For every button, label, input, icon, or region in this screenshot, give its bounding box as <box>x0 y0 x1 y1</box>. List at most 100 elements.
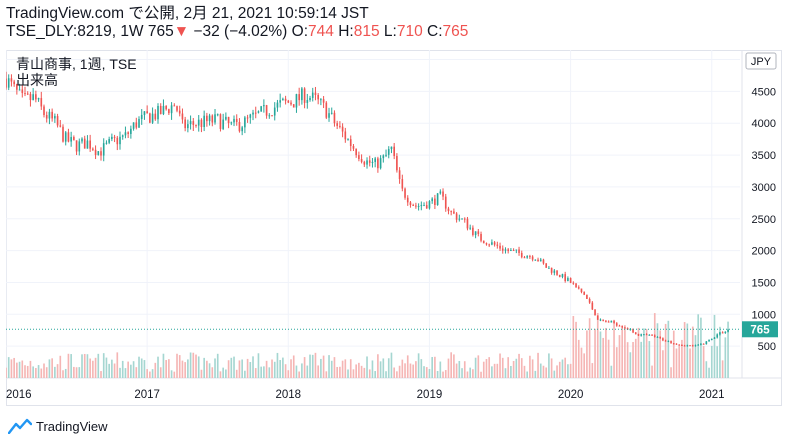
candle-body <box>708 339 710 342</box>
price-chart[interactable]: 500100015002000250030003500400045005000J… <box>5 50 782 406</box>
volume-bar <box>143 360 146 378</box>
candle-body <box>216 114 219 116</box>
candle-body <box>51 111 53 119</box>
candle-body <box>366 160 368 165</box>
candle-body <box>415 205 417 207</box>
volume-bar <box>564 357 567 378</box>
candle-body <box>553 270 556 273</box>
candle-body <box>132 122 135 129</box>
volume-bar <box>501 357 504 378</box>
candle-body <box>472 227 474 235</box>
ohlc-summary: TSE_DLY:8219, 1W 765▼ −32 (−4.02%) O:744… <box>6 23 468 41</box>
volume-bar <box>317 365 319 378</box>
candle-body <box>512 250 515 252</box>
volume-bar <box>127 361 129 378</box>
brand-name: TradingView <box>36 418 108 434</box>
volume-bar <box>651 365 653 378</box>
candle-body <box>428 201 431 209</box>
volume-bar <box>548 353 550 378</box>
volume-bar <box>157 356 159 378</box>
candle-body <box>463 218 466 220</box>
volume-bar <box>453 354 455 378</box>
y-tick-label: 500 <box>758 341 776 353</box>
volume-bar <box>708 367 710 378</box>
volume-bar <box>29 360 32 378</box>
candle-body <box>624 327 626 329</box>
volume-bar <box>314 352 317 378</box>
volume-bar <box>121 360 124 378</box>
volume-bar <box>260 366 262 378</box>
footer-brand[interactable]: TradingView <box>8 416 108 436</box>
candle-body <box>417 206 420 208</box>
volume-bar <box>132 361 135 378</box>
candle-body <box>222 119 224 129</box>
volume-bar <box>727 321 729 378</box>
high-label: H: <box>338 23 354 40</box>
candle-body <box>558 274 561 277</box>
candle-body <box>330 112 333 114</box>
volume-bar <box>371 360 374 378</box>
candle-body <box>368 160 371 163</box>
candle-body <box>254 112 257 114</box>
volume-bar <box>235 369 238 378</box>
candle-body <box>192 121 195 125</box>
volume-bar <box>634 338 637 378</box>
x-tick-label: 2016 <box>6 389 32 401</box>
volume-bar <box>529 355 531 378</box>
candle-body <box>56 116 59 126</box>
candle-body <box>70 137 72 142</box>
candle-body <box>501 248 504 251</box>
volume-bar <box>173 371 176 378</box>
open-label: O: <box>291 23 309 40</box>
volume-bar <box>219 371 222 378</box>
candle-body <box>189 121 192 125</box>
x-tick-label: 2019 <box>417 389 443 401</box>
candle-body <box>13 81 15 85</box>
candle-body <box>518 249 520 253</box>
volume-bar <box>643 328 645 378</box>
volume-bar <box>520 358 523 378</box>
candle-body <box>105 142 108 144</box>
candle-body <box>401 179 404 189</box>
candle-body <box>135 122 138 128</box>
volume-bar <box>208 363 211 378</box>
volume-bar <box>710 345 713 378</box>
volume-bar <box>610 365 613 378</box>
volume-bar <box>719 326 721 378</box>
candle-body <box>569 278 572 283</box>
candle-body <box>444 196 447 209</box>
candle-body <box>279 100 281 103</box>
candle-body <box>469 227 472 229</box>
chart-area[interactable]: 500100015002000250030003500400045005000J… <box>5 50 782 406</box>
candle-body <box>705 341 708 345</box>
volume-bar <box>629 352 632 378</box>
volume-bar <box>330 360 333 378</box>
volume-bar <box>265 360 268 378</box>
candle-body <box>700 343 702 345</box>
volume-bar <box>599 331 602 378</box>
candle-body <box>78 141 81 152</box>
volume-bar <box>32 366 34 378</box>
volume-bar <box>16 362 18 378</box>
volume-bar <box>379 361 382 378</box>
volume-bar <box>233 356 235 378</box>
volume-bar <box>705 361 708 378</box>
open-value: 744 <box>308 23 334 40</box>
volume-bar <box>268 367 271 378</box>
candle-body <box>431 198 434 202</box>
current-price-label: 765 <box>750 324 770 336</box>
candle-body <box>246 117 249 119</box>
volume-bar <box>697 314 700 378</box>
volume-bar <box>713 314 716 378</box>
y-tick-label: 3500 <box>752 150 776 162</box>
volume-bar <box>667 320 670 378</box>
candle-body <box>284 98 287 101</box>
volume-bar <box>439 361 442 378</box>
volume-bar <box>187 359 189 378</box>
candle-body <box>124 132 127 136</box>
candle-body <box>37 98 40 100</box>
candle-body <box>268 115 271 117</box>
volume-bar <box>653 313 656 378</box>
volume-bar <box>26 365 29 378</box>
volume-bar <box>409 363 412 378</box>
